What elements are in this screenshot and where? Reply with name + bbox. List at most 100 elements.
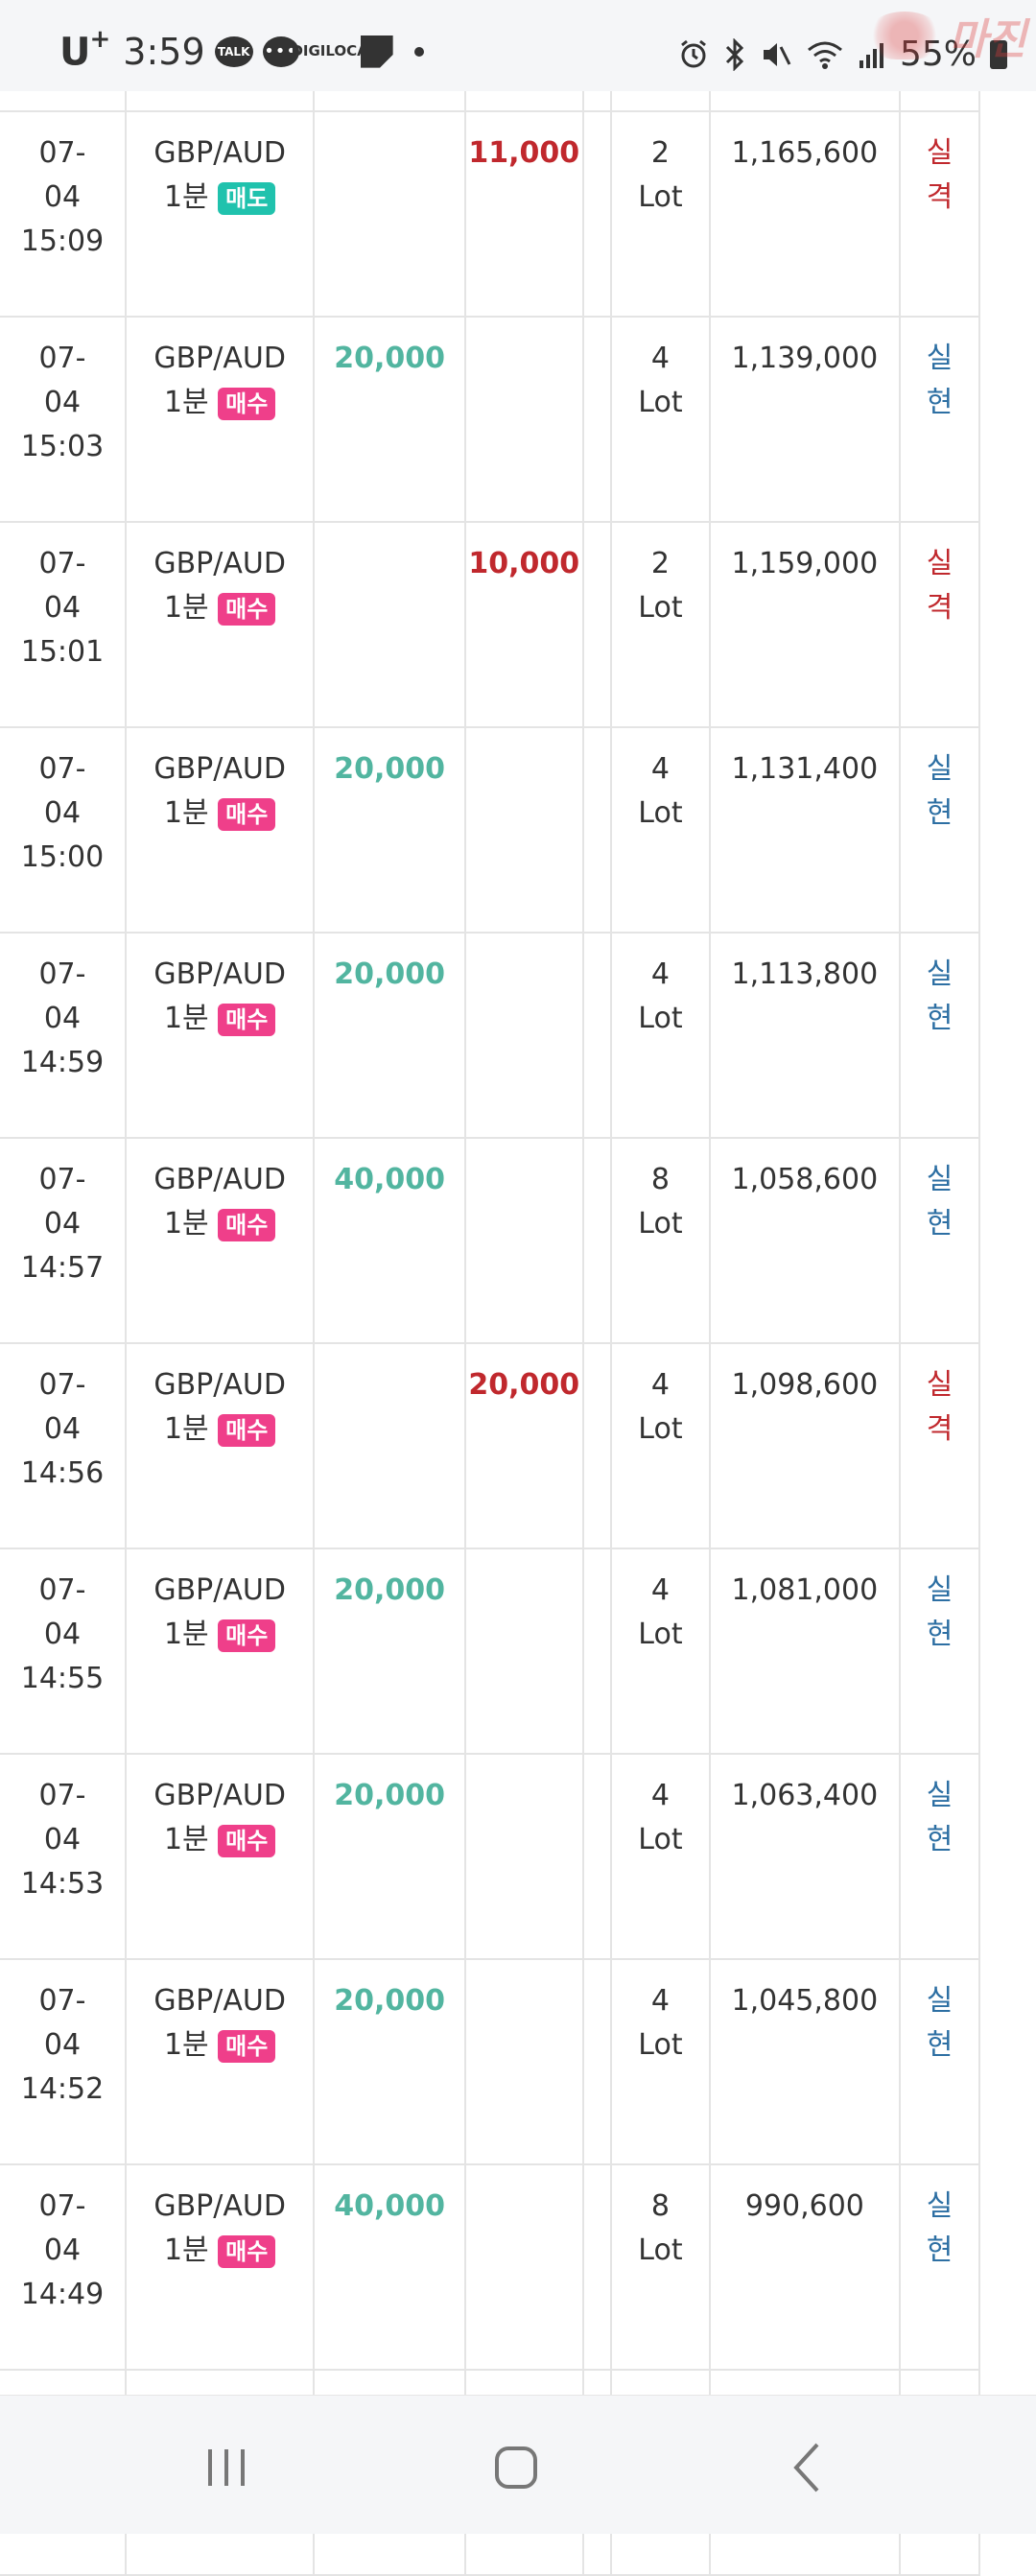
trade-day: 04 — [43, 2233, 82, 2267]
date-cell: 07- 04 14:49 — [0, 2163, 127, 2371]
trade-time: 15:00 — [20, 840, 105, 874]
balance-amount: 1,165,600 — [731, 136, 879, 170]
lot-unit: Lot — [638, 1823, 683, 1856]
carrier-label: U+ — [59, 25, 110, 75]
spacer-cell — [581, 1548, 613, 1755]
more-notifications-icon — [413, 46, 424, 57]
trade-timeframe: 1분 — [163, 1823, 209, 1856]
trade-time: 14:56 — [20, 1456, 105, 1490]
result-char-1: 실 — [926, 136, 954, 170]
battery-icon — [990, 39, 1007, 69]
trade-symbol: GBP/AUD — [153, 1163, 286, 1196]
trade-timeframe: 1분 — [163, 796, 209, 830]
home-button[interactable] — [478, 2434, 554, 2501]
balance-cell: 1,063,400 — [708, 1753, 902, 1960]
kakaotalk-icon: TALK — [214, 35, 253, 67]
balance-amount: 1,063,400 — [731, 1779, 879, 1812]
trade-day: 04 — [43, 180, 82, 214]
symbol-cell: GBP/AUD 1분 매수 — [124, 1342, 316, 1549]
result-char-2: 현 — [926, 2233, 954, 2267]
symbol-cell: GBP/AUD 1분 매수 — [124, 1958, 316, 2165]
result-char-1: 실 — [926, 1573, 954, 1607]
profit-cell: 20,000 — [313, 726, 466, 934]
lot-count: 4 — [650, 1779, 670, 1812]
loss-amount: 11,000 — [468, 136, 580, 170]
trade-time: 15:01 — [20, 635, 105, 669]
date-cell: 07- 04 14:59 — [0, 932, 127, 1139]
trade-timeframe: 1분 — [163, 2233, 209, 2267]
balance-amount: 1,113,800 — [731, 957, 879, 991]
trade-month: 07- — [38, 1779, 86, 1812]
lot-cell: 4 Lot — [610, 726, 711, 934]
loss-cell: 20,000 — [463, 1342, 584, 1549]
date-cell: 07- 04 14:53 — [0, 1753, 127, 1960]
result-char-1: 실 — [926, 957, 954, 991]
loss-cell — [463, 726, 584, 934]
battery-percentage: 55% — [899, 35, 977, 74]
trade-day: 04 — [43, 796, 82, 830]
profit-cell: 20,000 — [313, 1548, 466, 1755]
back-button[interactable] — [767, 2434, 844, 2501]
loss-cell — [463, 932, 584, 1139]
table-row: 07- 04 14:55 GBP/AUD 1분 매수 20,000 4 Lot 1,081,00… — [0, 1548, 980, 1755]
lot-unit: Lot — [638, 180, 683, 214]
trade-symbol: GBP/AUD — [153, 136, 286, 170]
trade-month: 07- — [38, 1163, 86, 1196]
symbol-cell: GBP/AUD 1분 매수 — [124, 1548, 316, 1755]
trade-symbol: GBP/AUD — [153, 957, 286, 991]
profit-cell — [313, 521, 466, 728]
result-char-2: 현 — [926, 1207, 954, 1241]
table-row: 07- 04 14:53 GBP/AUD 1분 매수 20,000 4 Lot 1,063,40… — [0, 1753, 980, 1960]
trade-timeframe: 1분 — [163, 180, 209, 214]
result-char-2: 현 — [926, 796, 954, 830]
trade-month: 07- — [38, 1984, 86, 2018]
back-icon — [793, 2443, 819, 2493]
result-char-2: 현 — [926, 2028, 954, 2062]
chat-bubble-icon: ••• — [262, 35, 299, 67]
trade-history-table: 07- 04 15:09 GBP/AUD 1분 매도 11,000 2 Lot 1,165,60… — [0, 91, 980, 2576]
result-char-1: 실 — [926, 547, 954, 580]
table-row-partial — [0, 91, 980, 112]
side-badge: 매도 — [218, 181, 276, 215]
result-char-2: 현 — [926, 386, 954, 419]
trade-time: 15:03 — [20, 430, 105, 463]
lot-unit: Lot — [638, 2028, 683, 2062]
trade-day: 04 — [43, 1823, 82, 1856]
lot-count: 4 — [650, 957, 670, 991]
symbol-cell: GBP/AUD 1분 매수 — [124, 1753, 316, 1960]
trade-time: 14:57 — [20, 1251, 105, 1285]
balance-amount: 1,058,600 — [731, 1163, 879, 1196]
side-badge: 매수 — [218, 387, 276, 420]
trade-timeframe: 1분 — [163, 2028, 209, 2062]
date-cell: 07- 04 15:03 — [0, 316, 127, 523]
result-char-2: 현 — [926, 1823, 954, 1856]
balance-amount: 1,131,400 — [731, 752, 879, 786]
recent-apps-button[interactable] — [188, 2434, 265, 2501]
loss-cell — [463, 316, 584, 523]
trade-symbol: GBP/AUD — [153, 342, 286, 375]
trade-month: 07- — [38, 342, 86, 375]
profit-cell: 20,000 — [313, 316, 466, 523]
balance-cell: 1,159,000 — [708, 521, 902, 728]
digiloca-icon: DIGI LOCA — [291, 42, 368, 60]
side-badge: 매수 — [218, 1208, 276, 1241]
status-left: U+ 3:59 TALK ••• DIGI LOCA — [59, 25, 424, 75]
date-cell: 07- 04 14:56 — [0, 1342, 127, 1549]
loss-cell — [463, 1958, 584, 2165]
table-row: 07- 04 14:57 GBP/AUD 1분 매수 40,000 8 Lot 1,058,60… — [0, 1137, 980, 1344]
lot-cell: 4 Lot — [610, 316, 711, 523]
result-char-1: 실 — [926, 1779, 954, 1812]
trade-symbol: GBP/AUD — [153, 1984, 286, 2018]
spacer-cell — [581, 1753, 613, 1960]
balance-amount: 990,600 — [744, 2189, 864, 2223]
trade-timeframe: 1분 — [163, 1412, 209, 1446]
balance-cell: 1,058,600 — [708, 1137, 902, 1344]
result-char-1: 실 — [926, 342, 954, 375]
trade-timeframe: 1분 — [163, 1618, 209, 1651]
trade-symbol: GBP/AUD — [153, 1368, 286, 1402]
trade-day: 04 — [43, 1207, 82, 1241]
